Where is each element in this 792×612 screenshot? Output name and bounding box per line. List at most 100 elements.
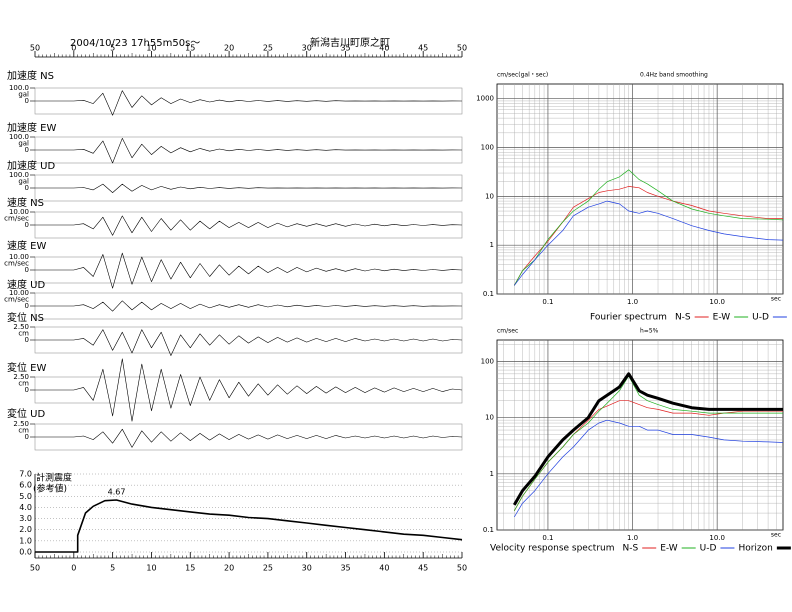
waveform	[35, 329, 463, 356]
waveform	[35, 215, 463, 236]
trace-name: 変位 UD	[7, 407, 45, 420]
x-tick-label: 50	[30, 44, 40, 53]
y-tick-label: 0	[25, 146, 29, 154]
y-tick-label: 7.0	[19, 470, 32, 479]
trace-name: 変位 EW	[7, 361, 46, 374]
chart-title: Velocity response spectrum	[490, 544, 615, 554]
legend-label: Horizon	[738, 544, 772, 554]
x-tick-label: 45	[418, 44, 428, 53]
annotation: 4.67	[108, 487, 126, 496]
waveform	[35, 358, 463, 422]
y-tick-label: 1	[490, 241, 494, 249]
x-tick-label: 25	[263, 564, 273, 573]
x-tick-label: 0	[71, 564, 76, 573]
y-tick-label: 1	[490, 470, 494, 478]
legend-label: E-W	[660, 544, 678, 554]
spectrum-line	[513, 186, 783, 286]
y-tick-label: 3.0	[19, 514, 32, 523]
x-tick-label: 15	[185, 44, 195, 53]
x-tick-label: 10	[146, 44, 156, 53]
waveform	[35, 428, 463, 448]
x-tick-label: 10	[146, 564, 156, 573]
unit-label: gal	[18, 140, 29, 148]
x-tick-label: 45	[418, 564, 428, 573]
x-tick-label: 1.0	[627, 534, 638, 542]
waveform	[35, 183, 463, 193]
y-tick-label: 5.0	[19, 492, 32, 501]
x-tick-label: 15	[185, 564, 195, 573]
unit-label: cm/sec	[4, 260, 29, 268]
chart-title: Fourier spectrum	[590, 313, 667, 323]
y-tick-label: 0	[25, 302, 29, 310]
trace-name: 速度 EW	[7, 239, 46, 252]
waveform	[35, 252, 463, 289]
y-tick-label: 100.0	[9, 84, 29, 92]
y-tick-label: 100	[481, 144, 494, 152]
y-tick-label: 100.0	[9, 171, 29, 179]
y-tick-label: 0	[25, 433, 29, 441]
y-tick-label: 0	[25, 386, 29, 394]
chart-subtitle: (参考値)	[33, 483, 67, 495]
y-tick-label: 0.0	[19, 548, 32, 557]
x-tick-label: 50	[457, 44, 467, 53]
x-tick-label: 10.0	[709, 298, 725, 306]
x-axis-label: sec	[771, 296, 781, 303]
unit-label: cm	[18, 427, 29, 435]
x-tick-label: 0.1	[542, 298, 553, 306]
spectrum-line	[513, 169, 784, 286]
unit-label: cm/sec	[4, 215, 29, 223]
waveform	[35, 300, 463, 312]
spectrum-line	[513, 419, 784, 518]
x-axis-label: sec	[771, 532, 781, 539]
intensity-line	[35, 499, 463, 553]
x-tick-label: 20	[224, 44, 234, 53]
x-tick-label: 40	[379, 564, 389, 573]
x-tick-label: 50	[30, 564, 40, 573]
legend-label: N-S	[675, 313, 691, 323]
trace-name: 変位 NS	[7, 311, 44, 324]
note: h=5%	[640, 328, 659, 335]
y-tick-label: 1000	[476, 95, 494, 103]
unit-label: cm	[18, 380, 29, 388]
x-tick-label: 20	[224, 564, 234, 573]
unit-label: gal	[18, 178, 29, 186]
y-tick-label: 0.1	[483, 526, 494, 534]
chart-title: 計測震度	[36, 472, 72, 484]
spectrum-line	[514, 200, 784, 286]
unit-label: cm/sec	[4, 296, 29, 304]
x-tick-label: 35	[340, 564, 350, 573]
waveform	[35, 138, 463, 164]
trace-name: 速度 NS	[7, 196, 44, 209]
y-tick-label: 0	[25, 221, 29, 229]
x-tick-label: 5	[110, 564, 115, 573]
waveform	[35, 90, 463, 116]
y-unit: cm/sec	[497, 328, 518, 335]
x-tick-label: 5	[110, 44, 115, 53]
x-tick-label: 0	[71, 44, 76, 53]
y-tick-label: 4.0	[19, 503, 32, 512]
note: 0.4Hz band smoothing	[640, 72, 708, 79]
x-tick-label: 35	[340, 44, 350, 53]
x-tick-label: 10.0	[709, 534, 725, 542]
y-tick-label: 2.0	[19, 525, 32, 534]
y-tick-label: 2.50	[13, 373, 29, 381]
unit-label: gal	[18, 91, 29, 99]
y-tick-label: 2.50	[13, 420, 29, 428]
x-tick-label: 25	[263, 44, 273, 53]
y-tick-label: 10.00	[9, 289, 29, 297]
y-tick-label: 0	[25, 97, 29, 105]
legend-label: U-D	[700, 544, 717, 554]
y-tick-label: 10.00	[9, 253, 29, 261]
y-tick-label: 100	[481, 357, 494, 365]
datetime: 2004/10/23 17h55m50s～	[70, 38, 200, 49]
y-tick-label: 2.50	[13, 323, 29, 331]
trace-name: 加速度 NS	[7, 69, 54, 82]
y-tick-label: 1.0	[19, 536, 32, 545]
y-tick-label: 10	[485, 192, 494, 200]
legend-label: E-W	[713, 313, 731, 323]
y-unit: cm/sec(gal・sec)	[497, 72, 548, 79]
x-tick-label: 40	[379, 44, 389, 53]
y-tick-label: 6.0	[19, 481, 32, 490]
legend-label: U-D	[752, 313, 769, 323]
